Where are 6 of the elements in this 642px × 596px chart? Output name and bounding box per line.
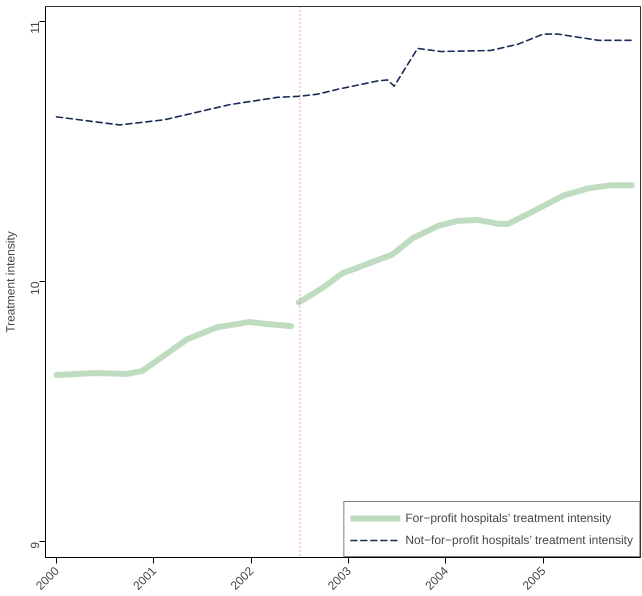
legend-label: Not−for−profit hospitals’ treatment intensity (405, 533, 633, 547)
y-axis-title: Treatment intensity (4, 231, 18, 333)
y-tick-label: 11 (28, 21, 42, 34)
y-tick-label: 9 (28, 542, 42, 549)
y-tick-label: 10 (28, 281, 42, 295)
legend-label: For−profit hospitals’ treatment intensity (405, 511, 612, 525)
